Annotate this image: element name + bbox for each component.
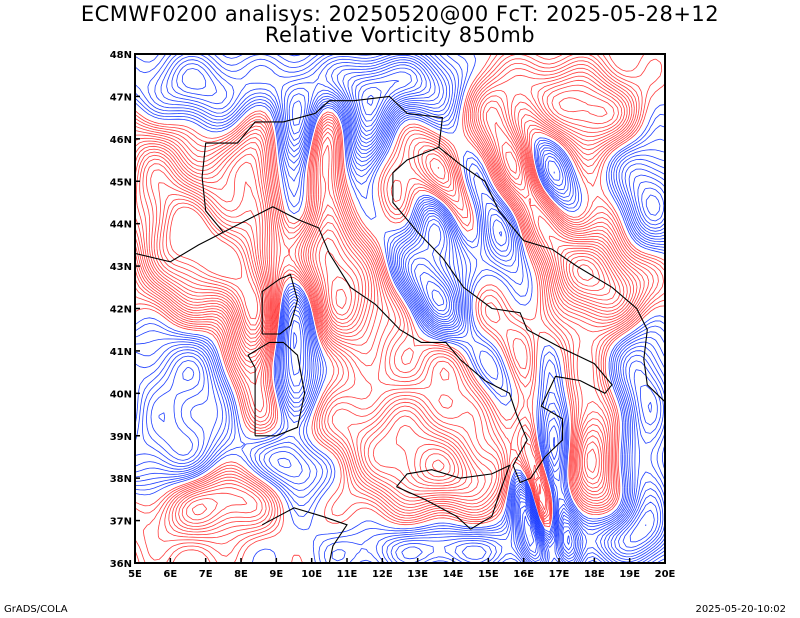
positive-vorticity-contour	[142, 151, 621, 487]
positive-vorticity-contour	[135, 54, 665, 561]
x-tick-label: 10E	[301, 569, 322, 580]
y-tick-label: 39N	[110, 432, 132, 443]
positive-vorticity-contour	[135, 56, 659, 539]
x-tick-label: 7E	[199, 569, 213, 580]
negative-vorticity-contour	[347, 64, 659, 557]
x-tick-label: 6E	[163, 569, 177, 580]
coastline	[135, 231, 224, 263]
negative-vorticity-contour	[135, 54, 665, 563]
x-tick-label: 17E	[549, 569, 570, 580]
x-tick-label: 16E	[513, 569, 534, 580]
positive-vorticity-contour	[169, 206, 243, 280]
negative-vorticity-contour	[135, 54, 665, 563]
negative-vorticity-contour	[158, 59, 665, 562]
negative-vorticity-contour	[354, 71, 647, 547]
positive-vorticity-contour	[165, 202, 258, 320]
longitude-axis: 5E 6E 7E 8E 9E 10E 11E 12E 13E 14E 15E 16E 17E 18E 19E…	[128, 558, 676, 580]
coastline	[223, 146, 613, 484]
render-timestamp: 2025-05-20-10:02	[695, 604, 786, 615]
positive-vorticity-contour	[135, 54, 664, 545]
coastline	[201, 95, 444, 233]
y-tick-label: 40N	[110, 389, 132, 400]
positive-vorticity-contour	[146, 163, 617, 484]
negative-vorticity-contour	[293, 61, 661, 560]
x-tick-label: 18E	[584, 569, 605, 580]
y-tick-label: 45N	[110, 177, 132, 188]
negative-vorticity-contour	[150, 57, 665, 563]
x-tick-label: 5E	[128, 569, 142, 580]
negative-vorticity-contour	[135, 54, 665, 563]
y-tick-label: 47N	[110, 92, 132, 103]
positive-vorticity-contour	[135, 64, 650, 533]
y-tick-label: 43N	[110, 262, 132, 273]
positive-vorticity-contour	[162, 198, 594, 326]
y-tick-label: 36N	[110, 559, 132, 570]
y-tick-label: 38N	[110, 474, 132, 485]
negative-vorticity-contour	[135, 54, 665, 563]
positive-vorticity-contour	[135, 90, 628, 492]
negative-vorticity-contour	[146, 54, 665, 563]
negative-vorticity-contour	[351, 67, 655, 554]
y-tick-label: 46N	[110, 135, 132, 146]
x-tick-label: 12E	[372, 569, 393, 580]
negative-vorticity-contour	[135, 54, 665, 563]
map-title: ECMWF0200 analisys: 20250520@00 FcT: 202…	[80, 2, 720, 26]
coastline	[396, 464, 511, 530]
negative-vorticity-contour	[142, 54, 665, 563]
negative-vorticity-contour	[366, 94, 374, 106]
negative-vorticity-contour	[358, 80, 531, 537]
positive-vorticity-contour	[135, 71, 641, 527]
positive-vorticity-contour	[135, 79, 634, 521]
positive-vorticity-contour	[135, 60, 654, 536]
x-tick-label: 8E	[234, 569, 248, 580]
x-tick-label: 11E	[337, 569, 358, 580]
x-tick-label: 20E	[655, 569, 676, 580]
y-tick-label: 48N	[110, 50, 132, 61]
y-tick-label: 42N	[110, 305, 132, 316]
positive-vorticity-contour	[150, 169, 611, 481]
positive-vorticity-contour	[135, 54, 665, 563]
coastline	[438, 146, 665, 403]
positive-vorticity-contour	[135, 67, 645, 530]
coastlines-borders	[135, 95, 665, 563]
x-tick-label: 9E	[269, 569, 283, 580]
map-subtitle: Relative Vorticity 850mb	[264, 23, 536, 47]
x-tick-label: 14E	[443, 569, 464, 580]
software-credit: GrADS/COLA	[4, 604, 68, 615]
negative-vorticity-contour	[135, 54, 665, 563]
x-tick-label: 15E	[478, 569, 499, 580]
positive-vorticity-contour	[135, 54, 665, 563]
x-tick-label: 13E	[407, 569, 428, 580]
y-tick-label: 44N	[110, 220, 132, 231]
y-tick-label: 41N	[110, 347, 132, 358]
y-tick-label: 37N	[110, 517, 132, 528]
coastline	[247, 341, 306, 437]
negative-vorticity-contour	[135, 54, 665, 563]
coastline	[261, 507, 348, 563]
coastline	[261, 273, 299, 335]
x-tick-label: 19E	[619, 569, 640, 580]
positive-vorticity-contour	[139, 97, 625, 489]
latitude-axis: 36N 37N 38N 39N 40N 41N 42N 43N 44N 45N 46N 47N 48N	[110, 50, 140, 570]
